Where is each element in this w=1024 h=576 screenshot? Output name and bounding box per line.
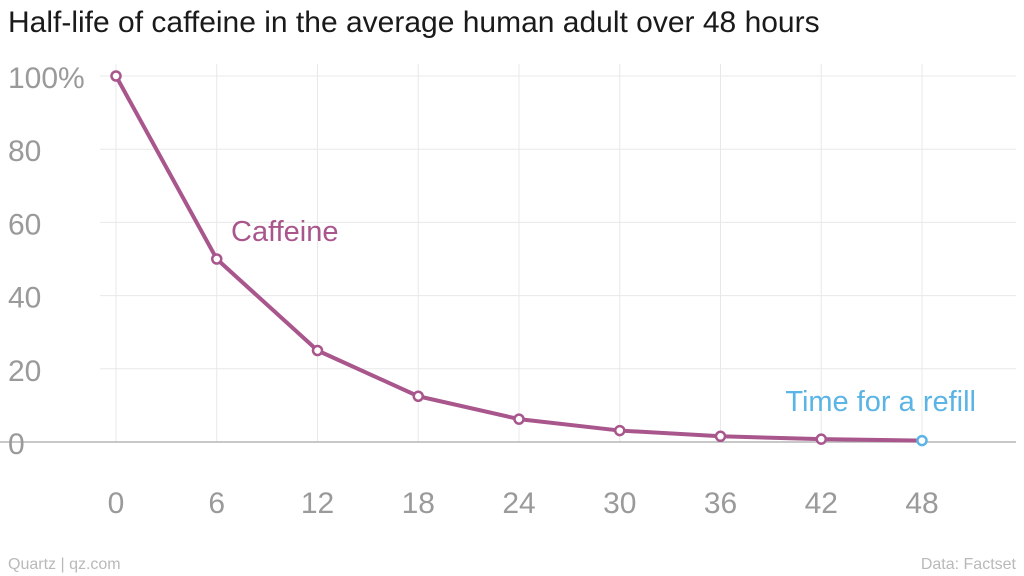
x-tick-label: 24 [502,487,535,520]
data-point [110,70,122,82]
chart-title: Half-life of caffeine in the average hum… [8,6,820,39]
x-tick-label: 12 [301,487,334,520]
y-tick-label: 80 [8,135,41,168]
series-label-caffeine: Caffeine [231,216,339,248]
y-tick-label: 0 [8,428,25,461]
footer-source-left: Quartz | qz.com [8,556,121,573]
x-tick-label: 36 [704,487,737,520]
x-tick-label: 30 [603,487,636,520]
annotation-refill: Time for a refill [785,386,976,418]
y-tick-label: 40 [8,282,41,315]
data-point [412,390,424,402]
x-tick-label: 48 [905,487,938,520]
x-tick-label: 0 [108,487,125,520]
data-point [815,433,827,445]
y-tick-label: 100% [8,62,85,95]
data-point [311,344,324,357]
y-tick-label: 60 [8,208,41,241]
x-tick-label: 42 [805,487,838,520]
data-point [614,424,626,437]
y-tick-label: 20 [8,355,41,388]
data-point [513,413,525,425]
x-tick-label: 18 [402,487,435,520]
footer-source-right: Data: Factset [920,556,1016,573]
data-point [714,430,727,443]
data-point [211,253,223,265]
data-point-highlight [916,434,928,447]
x-tick-label: 6 [208,487,225,520]
